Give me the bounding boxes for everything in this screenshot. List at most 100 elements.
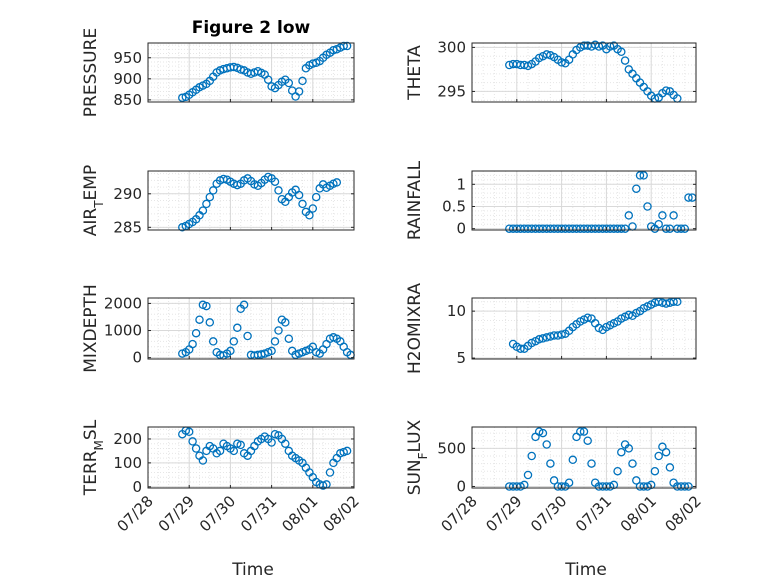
data-point bbox=[311, 192, 321, 202]
data-point bbox=[538, 428, 548, 438]
data-point bbox=[654, 219, 663, 229]
y-axis-label: H2OMIXRA bbox=[405, 283, 425, 374]
plot-area bbox=[472, 43, 696, 102]
series-markers bbox=[508, 297, 682, 353]
y-tick-label: 0 bbox=[456, 477, 466, 495]
y-axis-label: TERRMSL bbox=[81, 419, 106, 496]
y-tick-label: 2000 bbox=[104, 294, 142, 312]
x-tick-label: 07/29 bbox=[482, 492, 525, 535]
series-markers bbox=[178, 426, 352, 490]
axes-box bbox=[471, 426, 697, 489]
data-point bbox=[178, 93, 187, 103]
x-tick-label: 08/02 bbox=[662, 492, 705, 535]
data-point bbox=[202, 301, 211, 311]
series-markers bbox=[178, 41, 352, 103]
data-point bbox=[284, 334, 294, 343]
data-point bbox=[639, 171, 648, 180]
data-point bbox=[549, 476, 559, 485]
data-point bbox=[684, 482, 693, 491]
y-tick-label: 100 bbox=[113, 454, 142, 472]
data-point bbox=[198, 206, 208, 215]
y-tick-label: 0.5 bbox=[442, 197, 466, 215]
data-point bbox=[267, 346, 276, 356]
y-tick-label: 0 bbox=[456, 220, 466, 238]
data-point bbox=[624, 444, 634, 453]
data-point bbox=[342, 446, 352, 456]
data-point bbox=[274, 326, 283, 335]
data-point bbox=[624, 310, 634, 320]
x-axis-label: Time bbox=[564, 560, 607, 580]
data-point bbox=[226, 346, 235, 356]
data-point bbox=[564, 478, 574, 487]
data-point bbox=[628, 459, 637, 468]
axes-box bbox=[471, 297, 697, 360]
series-markers bbox=[178, 300, 355, 360]
data-point bbox=[583, 313, 592, 322]
data-point bbox=[516, 344, 525, 353]
data-point bbox=[534, 427, 544, 436]
data-point bbox=[680, 224, 690, 233]
x-tick-label: 07/28 bbox=[114, 492, 157, 535]
data-point bbox=[332, 178, 342, 187]
data-point bbox=[233, 323, 242, 333]
y-axis-label: SUNFLUX bbox=[405, 419, 430, 495]
data-point bbox=[557, 330, 566, 339]
x-tick-label: 08/01 bbox=[278, 492, 321, 535]
y-tick-label: 285 bbox=[113, 218, 142, 236]
panel-pressure: 850 900 950 PRESSURE Figure 2 low bbox=[81, 18, 355, 117]
data-point bbox=[542, 50, 551, 59]
data-point bbox=[274, 186, 283, 195]
data-point bbox=[624, 211, 634, 220]
data-point bbox=[188, 437, 197, 446]
panel-theta: 295 300 THETA bbox=[405, 38, 697, 103]
data-point bbox=[184, 427, 194, 437]
data-point bbox=[339, 41, 348, 51]
data-point bbox=[654, 451, 663, 461]
y-axis-label: RAINFALL bbox=[405, 160, 425, 240]
data-point bbox=[208, 337, 218, 346]
axes-box bbox=[471, 42, 697, 103]
data-point bbox=[661, 447, 671, 457]
data-point bbox=[270, 177, 280, 186]
y-tick-label: 300 bbox=[437, 38, 466, 56]
data-point bbox=[579, 427, 589, 436]
data-point bbox=[281, 318, 290, 327]
axes-box bbox=[147, 297, 355, 360]
y-tick-label: 1000 bbox=[104, 322, 142, 340]
data-point bbox=[613, 466, 622, 476]
data-point bbox=[583, 436, 592, 445]
y-tick-label: 1 bbox=[456, 175, 466, 193]
data-point bbox=[527, 451, 536, 461]
y-tick-label: 850 bbox=[113, 91, 142, 109]
axes-box bbox=[147, 426, 355, 489]
data-point bbox=[542, 440, 551, 449]
data-point bbox=[658, 211, 667, 220]
data-point bbox=[208, 186, 218, 195]
data-point bbox=[676, 224, 686, 233]
y-tick-label: 950 bbox=[113, 49, 142, 67]
data-point bbox=[205, 192, 215, 202]
data-point bbox=[236, 440, 245, 450]
data-point bbox=[229, 446, 239, 456]
data-point bbox=[188, 339, 197, 349]
y-tick-label: 10 bbox=[447, 302, 466, 320]
y-axis-label: THETA bbox=[405, 45, 425, 101]
data-point bbox=[243, 331, 252, 341]
data-point bbox=[534, 335, 544, 344]
y-tick-label: 5 bbox=[456, 349, 466, 367]
y-axis-label: AIRTEMP bbox=[81, 165, 106, 236]
data-point bbox=[305, 211, 314, 220]
data-point bbox=[308, 204, 318, 213]
data-point bbox=[632, 184, 641, 193]
data-point bbox=[632, 476, 641, 485]
data-point bbox=[546, 459, 555, 468]
y-tick-label: 900 bbox=[113, 70, 142, 88]
data-point bbox=[298, 199, 307, 209]
data-point bbox=[635, 171, 645, 180]
data-point bbox=[576, 427, 585, 436]
data-point bbox=[557, 58, 566, 67]
data-point bbox=[198, 456, 208, 465]
panel-air_temp: 285 290 AIRTEMP bbox=[81, 165, 355, 236]
data-point bbox=[191, 444, 201, 453]
